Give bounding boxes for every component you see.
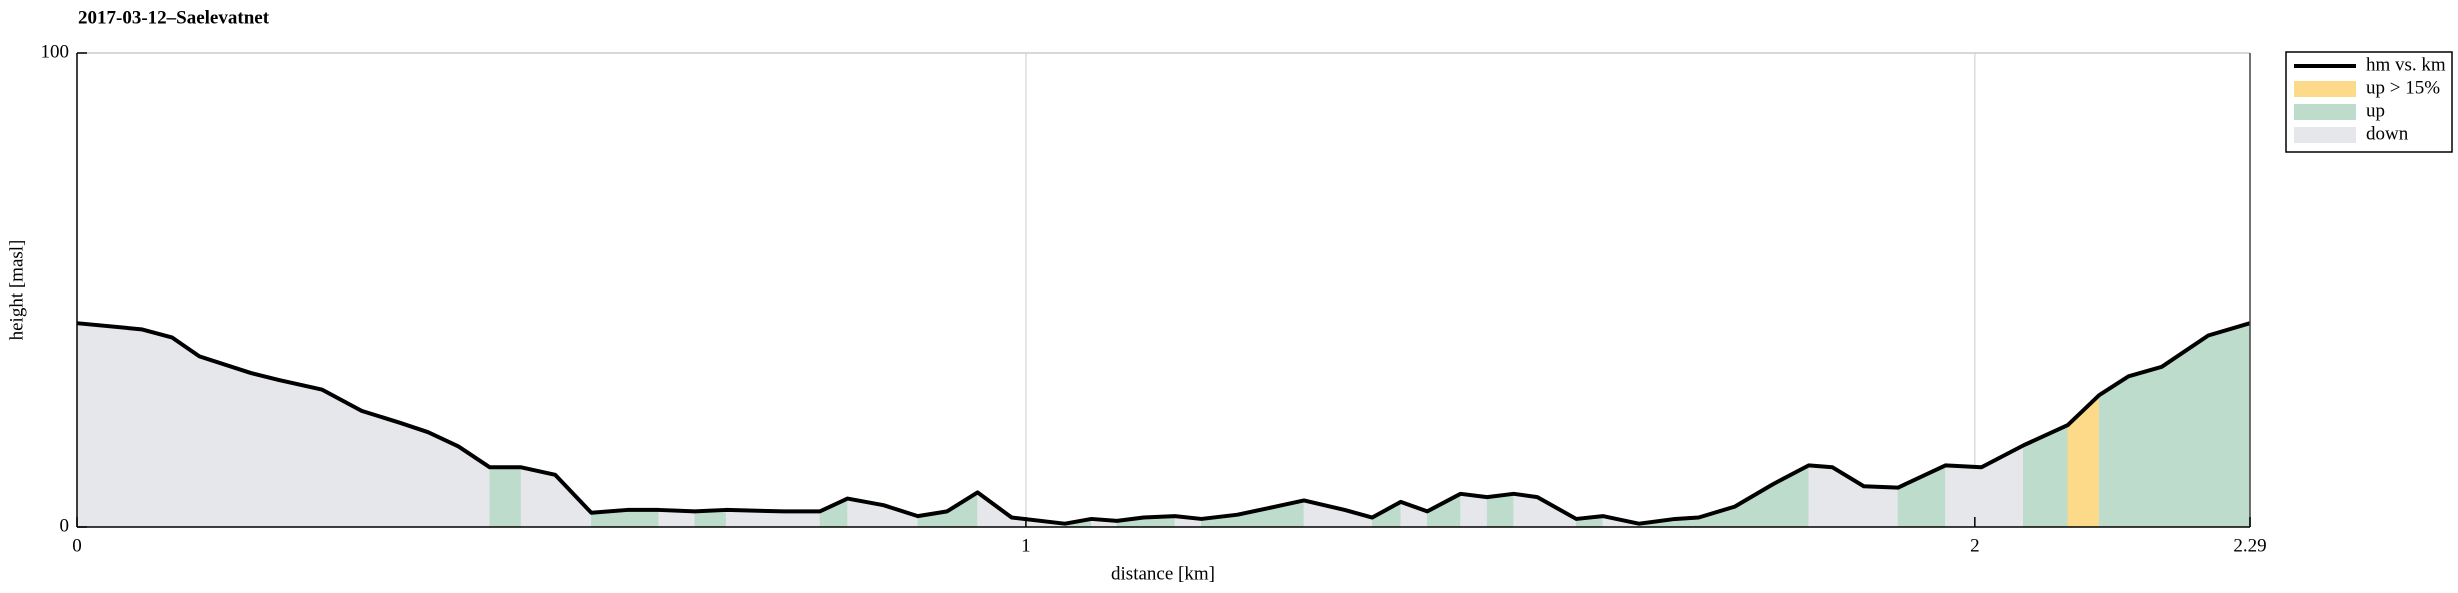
area-segment [1460, 493, 1488, 528]
area-segment [171, 336, 200, 528]
area-segment [2207, 322, 2251, 528]
area-segment [520, 466, 556, 528]
area-segment [76, 322, 142, 528]
area-segment [489, 467, 522, 528]
x-tick-label: 2 [1970, 535, 1980, 556]
area-segment [627, 509, 659, 528]
y-tick-label: 100 [41, 41, 70, 62]
area-segment [361, 410, 400, 528]
area-segment [399, 422, 429, 528]
area-segment [141, 329, 173, 528]
x-tick-label: 2.29 [2233, 535, 2266, 556]
legend-swatch [2294, 104, 2356, 120]
area-segment [1863, 485, 1899, 528]
data-line [76, 321, 2251, 526]
legend-label: hm vs. km [2366, 54, 2446, 75]
area-segment [1808, 465, 1833, 528]
x-tick-label: 1 [1021, 535, 1031, 556]
area-segment [1734, 483, 1773, 528]
y-tick-label: 0 [60, 515, 70, 536]
area-segment [2098, 375, 2129, 528]
area-segment [783, 511, 821, 528]
legend-swatch [2294, 81, 2356, 97]
legend-label: up > 15% [2366, 77, 2440, 98]
x-tick-label: 0 [72, 535, 82, 556]
legend-label: down [2366, 123, 2409, 144]
area-segment [2067, 394, 2100, 528]
area-segment [2128, 366, 2163, 528]
area-segment [321, 389, 362, 528]
legend-swatch [2294, 127, 2356, 143]
x-axis-label: distance [km] [1111, 563, 1215, 584]
chart-title: 2017-03-12–Saelevatnet [78, 7, 270, 28]
area-segment [278, 379, 323, 528]
area-segment [250, 372, 280, 528]
area-segment [1513, 493, 1538, 528]
area-segment [1486, 493, 1514, 528]
area-segment [1945, 465, 1982, 528]
area-segment [199, 356, 251, 528]
y-axis-label: height [masl] [6, 240, 27, 341]
legend-label: up [2366, 100, 2385, 121]
